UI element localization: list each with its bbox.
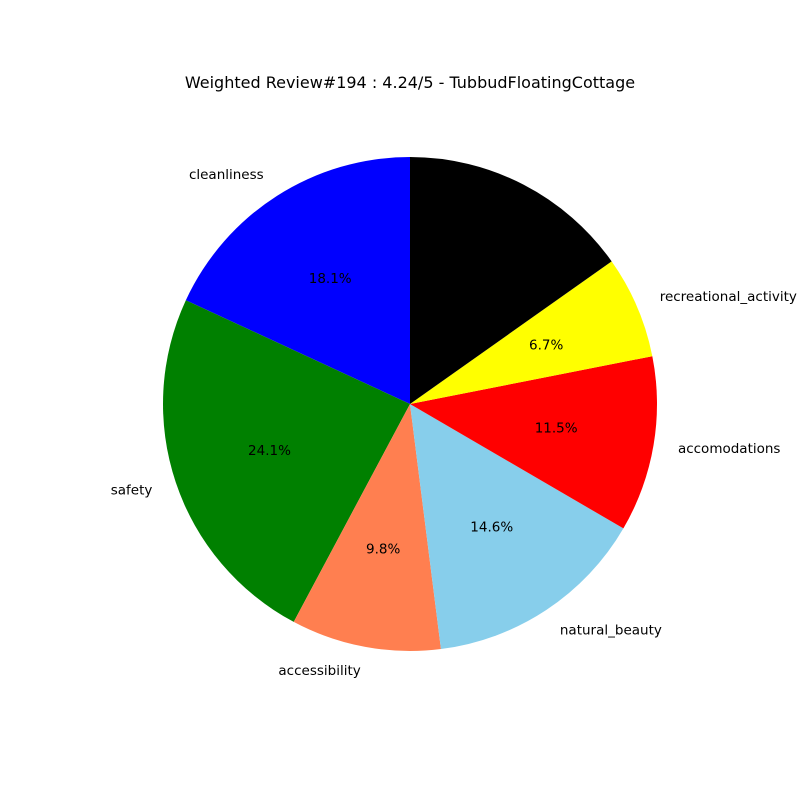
pie-slice-recreational-activity — [410, 261, 653, 404]
pie-slice-accessibility — [293, 404, 441, 651]
slice-pct-recreational-activity: 6.7% — [529, 338, 563, 354]
pie-labels: cleanliness 18.1% safety 24.1% accessibility… — [111, 167, 797, 679]
pie-slice-unlabeled — [410, 157, 612, 404]
slice-label-recreational-activity: recreational_activity — [660, 289, 797, 305]
pie-slice-cleanliness — [185, 157, 410, 404]
slice-label-accessibility: accessibility — [278, 663, 360, 679]
slice-pct-accessibility: 9.8% — [366, 542, 400, 558]
slice-label-accomodations: accomodations — [678, 441, 781, 457]
pie-slice-natural-beauty — [410, 404, 624, 650]
slice-pct-accomodations: 11.5% — [535, 421, 578, 437]
pie-slices — [163, 157, 658, 651]
slice-label-natural-beauty: natural_beauty — [560, 623, 662, 639]
slice-pct-safety: 24.1% — [248, 443, 291, 459]
slice-pct-natural-beauty: 14.6% — [470, 520, 513, 536]
slice-label-cleanliness: cleanliness — [189, 167, 264, 183]
pie-slice-accomodations — [410, 356, 658, 529]
slice-label-safety: safety — [111, 482, 153, 498]
chart-title: Weighted Review#194 : 4.24/5 - TubbudFlo… — [185, 73, 635, 92]
pie-slice-safety — [163, 300, 410, 622]
slice-pct-cleanliness: 18.1% — [309, 271, 352, 287]
